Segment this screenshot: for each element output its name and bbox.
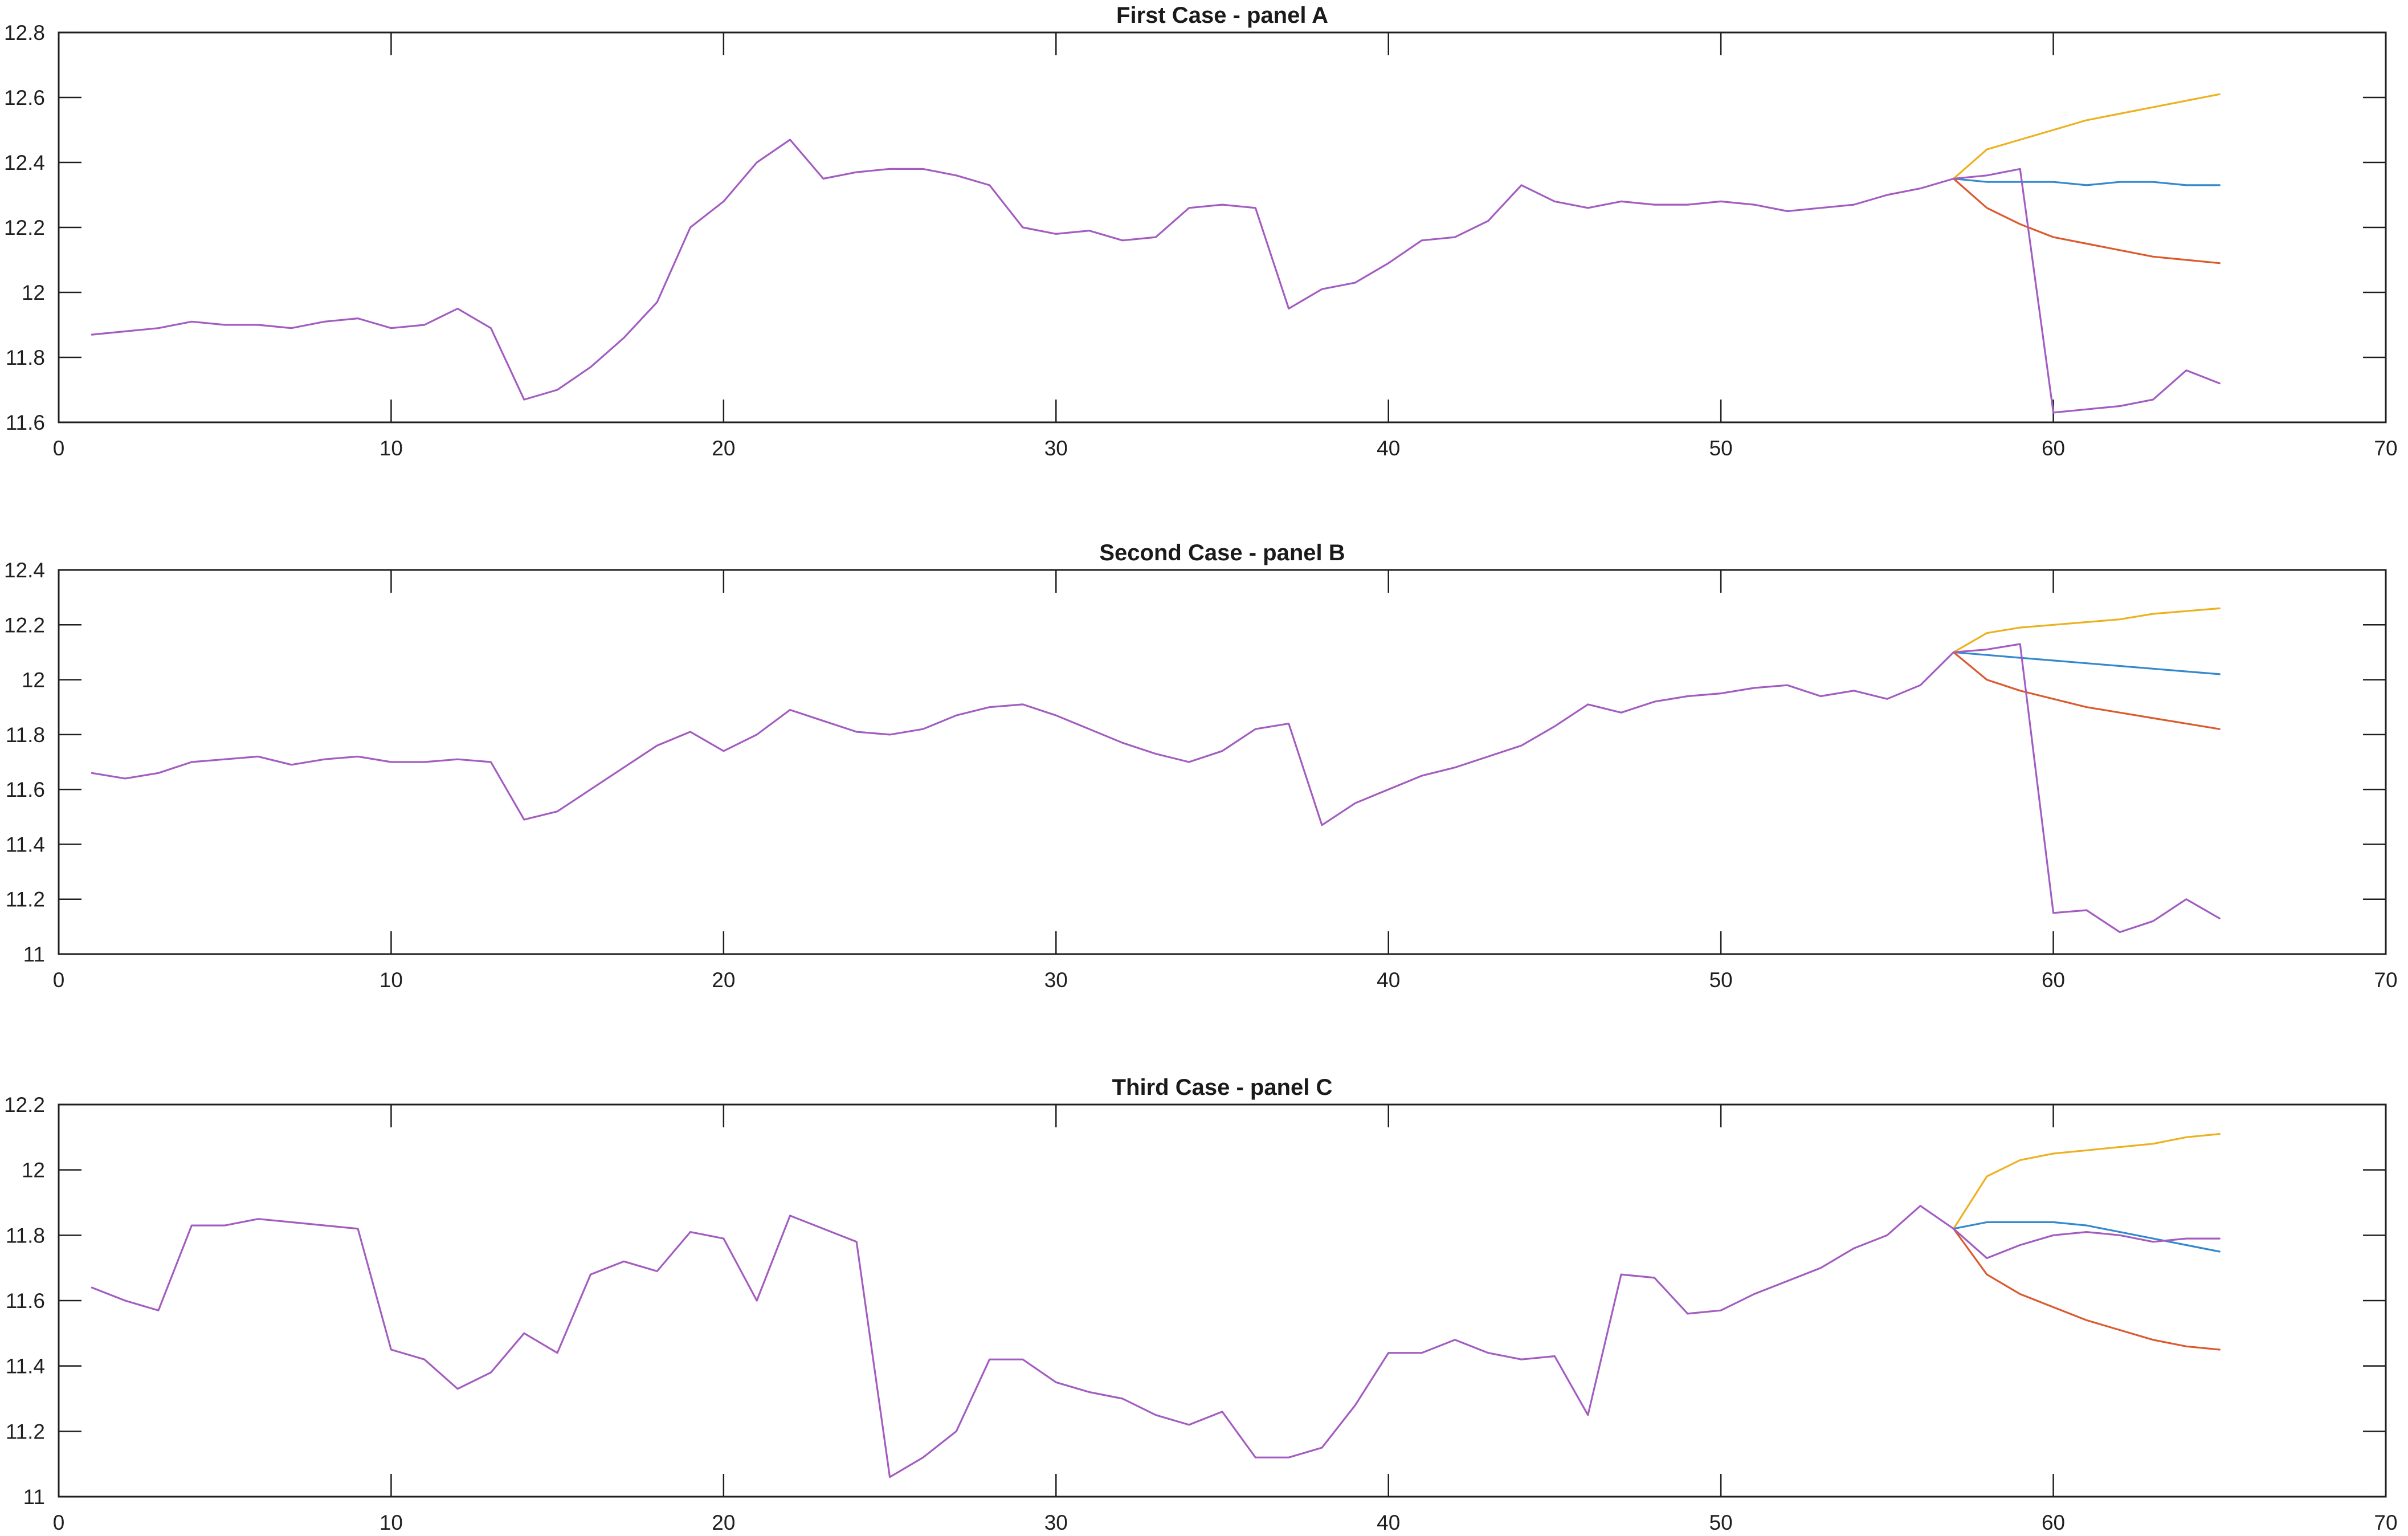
x-tick-label: 30 bbox=[1044, 437, 1068, 460]
y-tick-label: 12 bbox=[22, 669, 45, 692]
x-tick-label: 40 bbox=[1377, 437, 1400, 460]
x-tick-label: 60 bbox=[2042, 1511, 2065, 1534]
forecast-upper-line bbox=[1952, 93, 2221, 180]
panel-b-lines bbox=[91, 607, 2221, 934]
y-tick-label: 12 bbox=[22, 281, 45, 304]
y-tick-label: 12 bbox=[22, 1159, 45, 1182]
y-tick-label: 12.2 bbox=[4, 1093, 45, 1117]
panel-c: Third Case - panel C 0 10 20 30 40 50 60 70 11 11… bbox=[4, 1075, 2398, 1534]
x-tick-label: 30 bbox=[1044, 1511, 1068, 1534]
x-tick-label: 50 bbox=[1709, 968, 1733, 992]
x-tick-label: 0 bbox=[53, 968, 65, 992]
panel-b-axes: 0 10 20 30 40 50 60 70 11 11.2 11.4 11.6 11.8 12 12.2 1… bbox=[4, 559, 2398, 992]
forecast-middle-line bbox=[1952, 1221, 2221, 1253]
x-tick-label: 0 bbox=[53, 1511, 65, 1534]
x-tick-label: 70 bbox=[2374, 968, 2397, 992]
y-tick-label: 11.4 bbox=[6, 833, 45, 856]
forecast-upper-line bbox=[1952, 607, 2221, 654]
panel-a: First Case - panel A 0 10 20 30 40 50 60 70 11.6… bbox=[4, 3, 2398, 460]
x-tick-label: 30 bbox=[1044, 968, 1068, 992]
y-tick-label: 12.8 bbox=[4, 21, 45, 44]
y-tick-label: 11.2 bbox=[6, 888, 45, 911]
x-tick-label: 40 bbox=[1377, 968, 1400, 992]
panel-c-lines bbox=[91, 1132, 2221, 1478]
y-tick-label: 11.8 bbox=[6, 723, 45, 747]
forecast-middle-line bbox=[1952, 177, 2221, 186]
x-tick-label: 70 bbox=[2374, 437, 2397, 460]
x-tick-label: 10 bbox=[379, 437, 403, 460]
x-tick-label: 50 bbox=[1709, 437, 1733, 460]
x-tick-label: 60 bbox=[2042, 437, 2065, 460]
panel-a-title: First Case - panel A bbox=[1116, 3, 1328, 28]
x-tick-label: 40 bbox=[1377, 1511, 1400, 1534]
y-tick-label: 12.2 bbox=[4, 613, 45, 637]
y-tick-label: 12.6 bbox=[4, 86, 45, 109]
y-tick-label: 11 bbox=[23, 1485, 45, 1509]
y-tick-label: 12.4 bbox=[4, 559, 45, 582]
panel-b: Second Case - panel B 0 10 20 30 40 50 60 70 11 1… bbox=[4, 540, 2398, 992]
panel-a-lines bbox=[91, 93, 2221, 414]
x-tick-label: 60 bbox=[2042, 968, 2065, 992]
x-tick-label: 20 bbox=[712, 437, 735, 460]
x-tick-label: 20 bbox=[712, 968, 735, 992]
y-tick-label: 11 bbox=[23, 943, 45, 966]
x-tick-label: 0 bbox=[53, 437, 65, 460]
panel-b-title: Second Case - panel B bbox=[1099, 540, 1345, 565]
y-tick-label: 11.8 bbox=[6, 1224, 45, 1247]
actual-line bbox=[91, 643, 2221, 934]
y-tick-label: 11.4 bbox=[6, 1355, 45, 1378]
y-tick-label: 11.8 bbox=[6, 346, 45, 369]
y-tick-label: 12.4 bbox=[4, 151, 45, 174]
y-tick-label: 11.6 bbox=[6, 1289, 45, 1313]
y-tick-label: 11.6 bbox=[6, 411, 45, 434]
y-tick-label: 11.6 bbox=[6, 778, 45, 801]
x-tick-label: 70 bbox=[2374, 1511, 2397, 1534]
forecast-upper-line bbox=[1952, 1132, 2221, 1230]
x-tick-label: 50 bbox=[1709, 1511, 1733, 1534]
panel-a-axes: 0 10 20 30 40 50 60 70 11.6 11.8 12 12.2 12.4 12.6 12.… bbox=[4, 21, 2398, 460]
forecast-lower-line bbox=[1952, 1228, 2221, 1351]
panel-c-title: Third Case - panel C bbox=[1112, 1075, 1333, 1100]
y-tick-label: 11.2 bbox=[6, 1420, 45, 1443]
x-tick-label: 10 bbox=[379, 968, 403, 992]
panel-c-axes: 0 10 20 30 40 50 60 70 11 11.2 11.4 11.6 11.8 12 12.2 bbox=[4, 1093, 2398, 1534]
forecast-lower-line bbox=[1952, 177, 2221, 264]
axes-box bbox=[58, 569, 2387, 955]
axes-box bbox=[58, 31, 2387, 423]
forecast-lower-line bbox=[1952, 651, 2221, 730]
x-tick-label: 20 bbox=[712, 1511, 735, 1534]
y-tick-label: 12.2 bbox=[4, 216, 45, 239]
actual-line bbox=[91, 1205, 2221, 1478]
x-tick-label: 10 bbox=[379, 1511, 403, 1534]
actual-line bbox=[91, 138, 2221, 414]
forecast-middle-line bbox=[1952, 651, 2221, 675]
